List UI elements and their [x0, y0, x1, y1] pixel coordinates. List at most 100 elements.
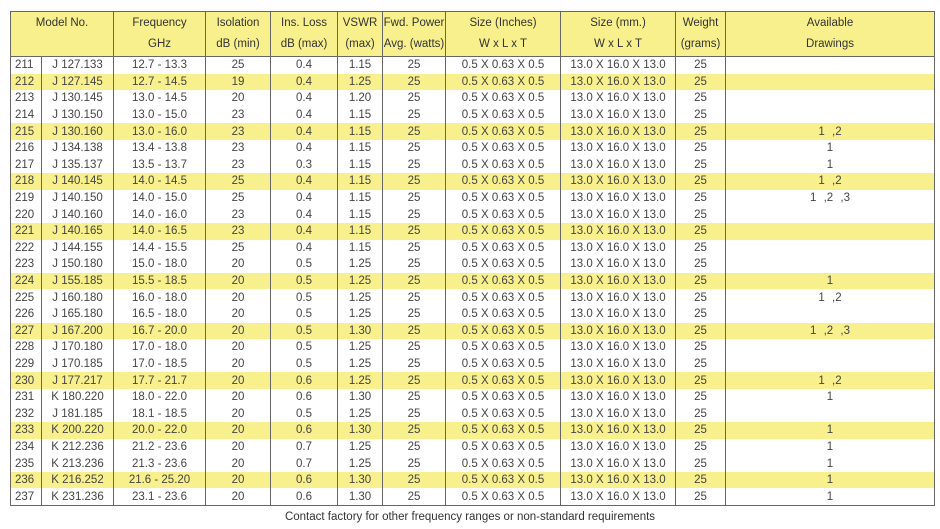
isolation: 25: [205, 173, 272, 190]
ins-loss: 0.6: [270, 488, 339, 507]
model-no: K 213.236: [40, 455, 115, 472]
header-line2: Drawings: [806, 38, 854, 50]
fwd-power: 25: [382, 289, 447, 306]
frequency: 13.4 - 13.8: [113, 139, 207, 157]
weight: 25: [675, 239, 727, 257]
row-number: 237: [10, 488, 42, 507]
ins-loss: 0.6: [270, 388, 339, 406]
drawings: 1: [725, 388, 935, 406]
isolation: 25: [205, 189, 272, 207]
vswr: 1.15: [337, 206, 384, 223]
size-mm: 13.0 X 16.0 X 13.0: [560, 372, 677, 389]
model-no: J 130.145: [40, 90, 115, 107]
vswr: 1.25: [337, 305, 384, 323]
frequency: 16.5 - 18.0: [113, 305, 207, 323]
table-row: 231 K 180.220 18.0 - 22.0 20 0.6 1.30 25 0.5 X …: [10, 388, 935, 406]
size-mm: 13.0 X 16.0 X 13.0: [560, 206, 677, 223]
isolation: 25: [205, 239, 272, 257]
size-mm: 13.0 X 16.0 X 13.0: [560, 422, 677, 439]
ins-loss: 0.4: [270, 90, 339, 107]
ins-loss: 0.4: [270, 222, 339, 240]
drawings: [725, 73, 935, 91]
ins-loss: 0.4: [270, 173, 339, 190]
size-mm: 13.0 X 16.0 X 13.0: [560, 438, 677, 456]
table-row: 221 J 140.165 14.0 - 16.5 23 0.4 1.15 25 0.5 X …: [10, 222, 935, 240]
size-mm: 13.0 X 16.0 X 13.0: [560, 488, 677, 507]
row-number: 226: [10, 305, 42, 323]
ins-loss: 0.6: [270, 422, 339, 439]
size-inches: 0.5 X 0.63 X 0.5: [445, 272, 562, 290]
size-mm: 13.0 X 16.0 X 13.0: [560, 56, 677, 74]
weight: 25: [675, 222, 727, 240]
fwd-power: 25: [382, 305, 447, 323]
size-inches: 0.5 X 0.63 X 0.5: [445, 156, 562, 174]
fwd-power: 25: [382, 488, 447, 507]
size-inches: 0.5 X 0.63 X 0.5: [445, 455, 562, 472]
vswr: 1.25: [337, 73, 384, 91]
fwd-power: 25: [382, 438, 447, 456]
header-line2: dB (min): [216, 38, 260, 50]
model-no: J 165.180: [40, 305, 115, 323]
weight: 25: [675, 139, 727, 157]
size-mm: 13.0 X 16.0 X 13.0: [560, 471, 677, 489]
ins-loss: 0.6: [270, 372, 339, 389]
weight: 25: [675, 123, 727, 140]
table-row: 214 J 130.150 13.0 - 15.0 23 0.4 1.15 25 0.5 X …: [10, 106, 935, 124]
ins-loss: 0.5: [270, 289, 339, 306]
footer-note: Contact factory for other frequency rang…: [284, 511, 656, 523]
frequency: 21.2 - 23.6: [113, 438, 207, 456]
header-line1: Ins. Loss: [281, 17, 328, 29]
drawings: 1: [725, 438, 935, 456]
header-size-inches: Size (Inches) W x L x T: [445, 11, 562, 57]
isolation: 20: [205, 422, 272, 439]
row-number: 231: [10, 388, 42, 406]
model-no: J 144.155: [40, 239, 115, 257]
size-inches: 0.5 X 0.63 X 0.5: [445, 422, 562, 439]
isolator-spec-table: Model No. Frequency GHz Isolation dB (min)…: [9, 11, 935, 507]
header-line1: Frequency: [132, 17, 187, 29]
header-model-label: Model No.: [35, 17, 89, 29]
row-number: 230: [10, 372, 42, 389]
row-number: 228: [10, 339, 42, 356]
vswr: 1.30: [337, 471, 384, 489]
size-mm: 13.0 X 16.0 X 13.0: [560, 256, 677, 273]
row-number: 223: [10, 256, 42, 273]
frequency: 14.0 - 15.0: [113, 189, 207, 207]
drawings: [725, 405, 935, 423]
frequency: 12.7 - 14.5: [113, 73, 207, 91]
frequency: 18.0 - 22.0: [113, 388, 207, 406]
size-inches: 0.5 X 0.63 X 0.5: [445, 222, 562, 240]
weight: 25: [675, 405, 727, 423]
vswr: 1.15: [337, 156, 384, 174]
fwd-power: 25: [382, 139, 447, 157]
isolation: 20: [205, 90, 272, 107]
size-inches: 0.5 X 0.63 X 0.5: [445, 305, 562, 323]
table-row: 212 J 127.145 12.7 - 14.5 19 0.4 1.25 25 0.5 X …: [10, 73, 935, 91]
drawings: [725, 90, 935, 107]
isolation: 20: [205, 339, 272, 356]
isolation: 20: [205, 488, 272, 507]
table-row: 224 J 155.185 15.5 - 18.5 20 0.5 1.25 25 0.5 X …: [10, 272, 935, 290]
drawings: [725, 305, 935, 323]
size-mm: 13.0 X 16.0 X 13.0: [560, 156, 677, 174]
size-inches: 0.5 X 0.63 X 0.5: [445, 189, 562, 207]
model-no: J 130.150: [40, 106, 115, 124]
size-inches: 0.5 X 0.63 X 0.5: [445, 322, 562, 340]
isolation: 23: [205, 156, 272, 174]
header-line1: Fwd. Power: [383, 17, 445, 29]
ins-loss: 0.5: [270, 256, 339, 273]
model-no: J 140.145: [40, 173, 115, 190]
frequency: 15.0 - 18.0: [113, 256, 207, 273]
ins-loss: 0.4: [270, 239, 339, 257]
drawings: [725, 56, 935, 74]
row-number: 224: [10, 272, 42, 290]
header-line2: W x L x T: [479, 38, 527, 50]
size-inches: 0.5 X 0.63 X 0.5: [445, 405, 562, 423]
vswr: 1.15: [337, 56, 384, 74]
model-no: J 140.160: [40, 206, 115, 223]
table-row: 229 J 170.185 17.0 - 18.5 20 0.5 1.25 25 0.5 X …: [10, 355, 935, 373]
drawings: [725, 222, 935, 240]
size-mm: 13.0 X 16.0 X 13.0: [560, 222, 677, 240]
header-line2: (grams): [680, 38, 721, 50]
size-mm: 13.0 X 16.0 X 13.0: [560, 339, 677, 356]
